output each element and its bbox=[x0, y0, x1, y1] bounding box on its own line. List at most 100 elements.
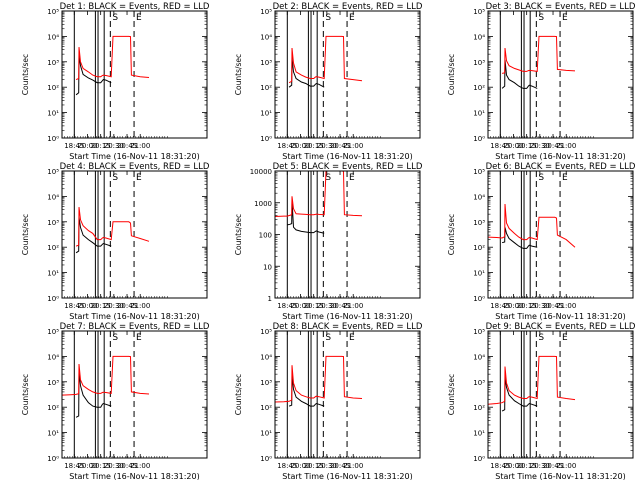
detector-panel-6: Det 6: BLACK = Events, RED = LLD Counts/s… bbox=[447, 162, 636, 321]
y-tick-label: 10³ bbox=[473, 59, 485, 67]
x-tick-label: 20:15 bbox=[304, 302, 324, 310]
x-tick-label: 20:30 bbox=[104, 462, 124, 470]
y-tick-label: 10⁵ bbox=[473, 168, 485, 176]
marker-label-E: E bbox=[349, 173, 355, 183]
y-tick-label: 10⁰ bbox=[47, 455, 59, 463]
x-tick-label: 21:00 bbox=[343, 462, 363, 470]
x-tick-label: 18:45 bbox=[277, 462, 297, 470]
x-tick-label: 20:15 bbox=[304, 142, 324, 150]
x-tick-label: 20:15 bbox=[517, 462, 537, 470]
y-tick-label: 10³ bbox=[473, 379, 485, 387]
x-tick-label: 20:00 bbox=[77, 462, 97, 470]
x-tick-label: 20:00 bbox=[290, 462, 310, 470]
marker-label-E: E bbox=[136, 173, 142, 183]
x-tick-label: 21:00 bbox=[556, 302, 576, 310]
detector-panel-8: Det 8: BLACK = Events, RED = LLD Counts/s… bbox=[234, 322, 423, 480]
x-tick-label: 18:45 bbox=[277, 142, 297, 150]
x-tick-label: 20:45 bbox=[543, 462, 563, 470]
detector-panel-4: Det 4: BLACK = Events, RED = LLD Counts/s… bbox=[21, 162, 210, 321]
series-line-events bbox=[501, 59, 538, 89]
x-tick-label: 18:45 bbox=[277, 302, 297, 310]
x-tick-label: 18:45 bbox=[64, 142, 84, 150]
x-tick-label: 21:00 bbox=[343, 302, 363, 310]
x-tick-label: 18:45 bbox=[490, 302, 510, 310]
y-tick-label: 10¹ bbox=[260, 430, 272, 438]
x-tick-label: 20:15 bbox=[91, 302, 111, 310]
y-tick-label: 10² bbox=[473, 244, 485, 252]
x-tick-label: 20:45 bbox=[117, 142, 137, 150]
y-tick-label: 10⁰ bbox=[260, 455, 272, 463]
y-tick-label: 10⁵ bbox=[473, 328, 485, 336]
panel-title: Det 3: BLACK = Events, RED = LLD bbox=[486, 2, 636, 12]
x-tick-label: 18:45 bbox=[64, 462, 84, 470]
plot-frame bbox=[487, 170, 634, 299]
y-tick-label: 10³ bbox=[47, 59, 59, 67]
y-tick-label: 10⁴ bbox=[47, 353, 59, 361]
panel-title: Det 5: BLACK = Events, RED = LLD bbox=[273, 162, 423, 172]
y-tick-label: 10² bbox=[47, 244, 59, 252]
series-line-lld bbox=[288, 35, 363, 84]
series-line-events bbox=[288, 375, 325, 407]
plot-frame bbox=[61, 170, 208, 299]
y-axis-label: Counts/sec bbox=[447, 374, 456, 415]
series-line-lld bbox=[274, 355, 363, 403]
y-tick-label: 10 bbox=[263, 263, 272, 271]
marker-label-S: S bbox=[538, 333, 544, 343]
x-tick-label: 20:00 bbox=[503, 302, 523, 310]
x-tick-label: 20:30 bbox=[104, 142, 124, 150]
marker-label-E: E bbox=[349, 13, 355, 23]
x-tick-label: 20:45 bbox=[330, 462, 350, 470]
y-axis-label: Counts/sec bbox=[234, 374, 243, 415]
marker-label-S: S bbox=[325, 173, 331, 183]
x-tick-label: 18:45 bbox=[64, 302, 84, 310]
panel-title: Det 1: BLACK = Events, RED = LLD bbox=[60, 2, 210, 12]
x-tick-label: 20:00 bbox=[503, 142, 523, 150]
y-tick-label: 10² bbox=[47, 84, 59, 92]
panel-title: Det 9: BLACK = Events, RED = LLD bbox=[486, 322, 636, 332]
y-axis-label: Counts/sec bbox=[234, 214, 243, 255]
y-tick-label: 10⁰ bbox=[473, 295, 485, 303]
x-tick-label: 20:00 bbox=[77, 302, 97, 310]
series-line-lld bbox=[487, 355, 576, 405]
y-tick-label: 10² bbox=[260, 84, 272, 92]
plot-frame bbox=[61, 330, 208, 459]
series-line-events bbox=[75, 371, 112, 418]
y-tick-label: 10⁵ bbox=[47, 168, 59, 176]
y-tick-label: 10³ bbox=[260, 379, 272, 387]
panel-title: Det 6: BLACK = Events, RED = LLD bbox=[486, 162, 636, 172]
y-tick-label: 10⁰ bbox=[260, 135, 272, 143]
plot-frame bbox=[61, 10, 208, 139]
x-tick-label: 20:15 bbox=[517, 302, 537, 310]
marker-label-E: E bbox=[136, 13, 142, 23]
marker-label-E: E bbox=[562, 173, 568, 183]
series-line-lld bbox=[487, 203, 576, 248]
y-tick-label: 10¹ bbox=[47, 430, 59, 438]
marker-label-S: S bbox=[325, 333, 331, 343]
series-line-events bbox=[501, 377, 538, 412]
series-line-lld bbox=[75, 207, 150, 247]
x-tick-label: 20:30 bbox=[317, 462, 337, 470]
x-tick-label: 21:00 bbox=[556, 462, 576, 470]
y-tick-label: 10³ bbox=[260, 59, 272, 67]
y-tick-label: 10¹ bbox=[47, 270, 59, 278]
y-tick-label: 10⁴ bbox=[473, 33, 485, 41]
series-line-lld bbox=[61, 355, 150, 396]
x-tick-label: 20:15 bbox=[517, 142, 537, 150]
y-tick-label: 10¹ bbox=[473, 110, 485, 118]
y-axis-label: Counts/sec bbox=[234, 54, 243, 95]
y-tick-label: 10⁴ bbox=[260, 353, 272, 361]
y-tick-label: 10⁵ bbox=[47, 328, 59, 336]
series-line-lld bbox=[75, 35, 150, 81]
x-tick-label: 20:15 bbox=[304, 462, 324, 470]
panel-title: Det 7: BLACK = Events, RED = LLD bbox=[60, 322, 210, 332]
y-tick-label: 10000 bbox=[250, 168, 272, 176]
y-tick-label: 10⁴ bbox=[47, 33, 59, 41]
y-tick-label: 1 bbox=[268, 295, 272, 303]
x-tick-label: 20:45 bbox=[543, 142, 563, 150]
x-tick-label: 21:00 bbox=[556, 142, 576, 150]
y-axis-label: Counts/sec bbox=[21, 374, 30, 415]
y-tick-label: 100 bbox=[259, 232, 272, 240]
x-tick-label: 20:45 bbox=[117, 462, 137, 470]
y-tick-label: 10⁴ bbox=[473, 353, 485, 361]
marker-label-E: E bbox=[562, 333, 568, 343]
